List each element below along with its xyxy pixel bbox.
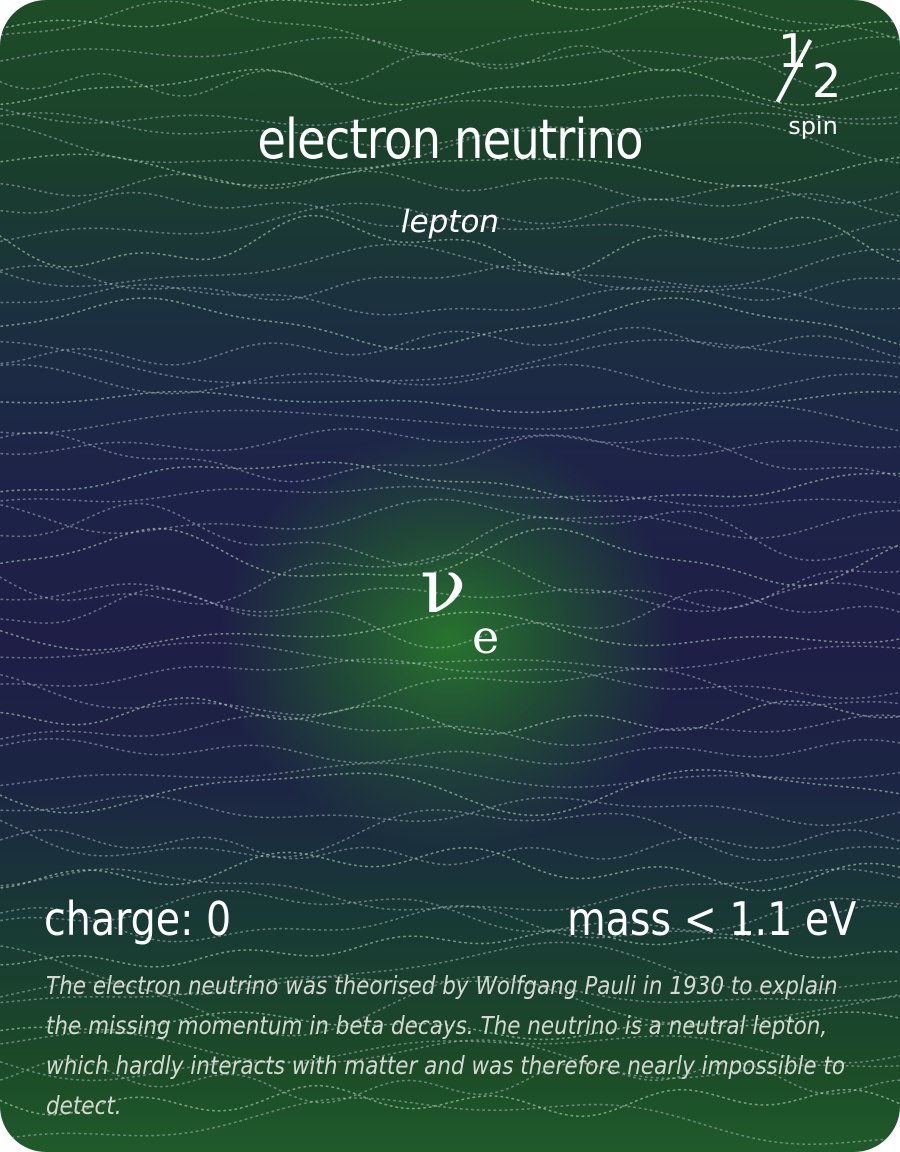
particle-category: lepton [400,204,500,240]
wave-line [0,829,900,866]
wave-line [0,153,900,187]
wave-line [0,112,900,148]
wave-line [0,846,900,892]
wave-line [0,35,900,66]
wave-line [0,191,900,227]
wave-line [0,941,900,996]
wave-line [0,794,900,826]
wave-line [0,431,900,483]
wave-line [0,527,900,587]
wave-line [0,390,900,414]
wave-line [0,202,900,250]
particle-symbol-subscript: e [472,610,500,664]
wave-line [0,485,900,508]
wave-line [0,428,900,457]
wave-line [0,714,900,747]
wave-line [0,297,900,351]
spin-denominator: 2 [812,54,842,108]
wave-line [0,1097,900,1146]
wave-line [0,170,900,204]
wave-line [0,868,900,912]
wave-line [0,1084,900,1118]
wave-line [0,697,900,736]
wave-line [0,762,900,789]
wave-line [0,0,900,32]
wave-line [0,587,900,649]
particle-name: electron neutrino [257,108,643,171]
wave-line [0,1031,900,1064]
spin-fraction: 1 2 [768,24,858,108]
particle-symbol: ν [420,541,467,630]
wave-line [0,121,900,170]
wave-line [0,1039,900,1082]
wave-line [0,264,900,302]
wave-line [0,1058,900,1104]
wave-line [0,582,900,613]
wave-line [0,68,900,106]
wave-line [0,929,900,968]
wave-line [0,502,900,566]
wave-line [0,403,900,435]
wave-line [0,809,900,862]
wave-line [0,552,900,609]
wave-line [0,889,900,933]
wave-line [0,611,900,651]
wave-line [0,0,900,56]
wave-line [0,326,900,366]
wave-line [0,94,900,127]
wave-line [0,214,900,276]
wave-line [0,737,900,765]
wave-line [0,243,900,288]
spin-indicator: 1 2 spin [768,24,858,140]
spin-label: spin [788,112,838,140]
wave-line [0,769,900,817]
wave-line [0,498,900,539]
wave-line [0,284,900,316]
mass-value: mass < 1.1 eV [566,892,856,946]
wave-line [0,904,900,943]
wave-line [0,658,900,700]
wave-line [0,1011,900,1041]
charge-value: charge: 0 [44,892,232,946]
wave-line [0,339,900,384]
particle-description: The electron neutrino was theorised by W… [46,971,845,1120]
wave-line [0,363,900,395]
wave-line [0,461,900,503]
